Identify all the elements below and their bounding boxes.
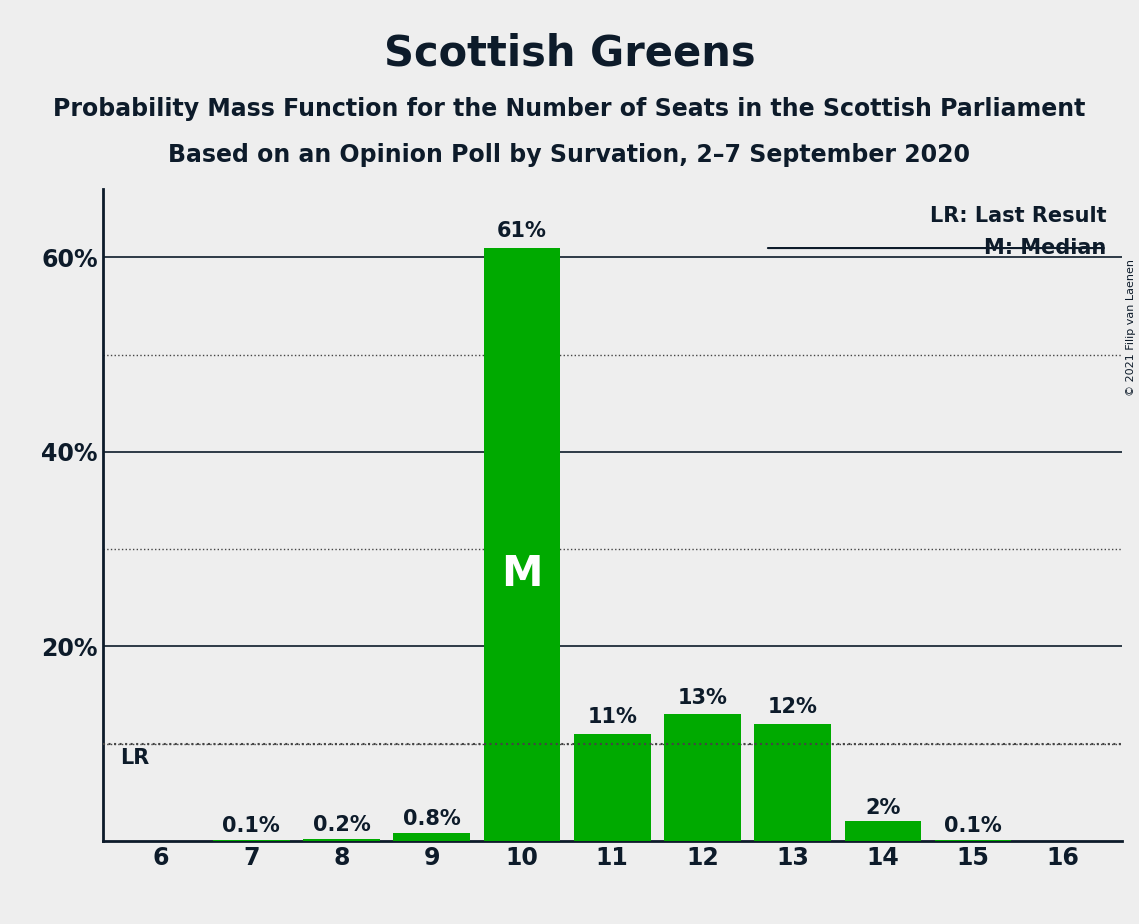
- Text: Based on an Opinion Poll by Survation, 2–7 September 2020: Based on an Opinion Poll by Survation, 2…: [169, 143, 970, 167]
- Text: 0.1%: 0.1%: [222, 816, 280, 836]
- Bar: [664, 714, 740, 841]
- Bar: [213, 840, 289, 841]
- Bar: [935, 840, 1011, 841]
- Text: Probability Mass Function for the Number of Seats in the Scottish Parliament: Probability Mass Function for the Number…: [54, 97, 1085, 121]
- Text: 61%: 61%: [497, 221, 547, 241]
- Bar: [303, 839, 380, 841]
- Text: 2%: 2%: [866, 797, 901, 818]
- Text: © 2021 Filip van Laenen: © 2021 Filip van Laenen: [1126, 259, 1136, 395]
- Text: LR: LR: [121, 748, 150, 769]
- Bar: [484, 248, 560, 841]
- Text: M: M: [501, 553, 543, 595]
- Text: 11%: 11%: [588, 707, 637, 727]
- Text: Scottish Greens: Scottish Greens: [384, 32, 755, 74]
- Text: 12%: 12%: [768, 698, 818, 717]
- Bar: [844, 821, 921, 841]
- Bar: [574, 734, 650, 841]
- Text: M: Median: M: Median: [984, 238, 1107, 258]
- Text: 0.8%: 0.8%: [403, 809, 460, 829]
- Text: 0.1%: 0.1%: [944, 816, 1002, 836]
- Text: 13%: 13%: [678, 687, 728, 708]
- Text: LR: Last Result: LR: Last Result: [931, 206, 1107, 225]
- Text: 0.2%: 0.2%: [313, 815, 370, 835]
- Bar: [393, 833, 470, 841]
- Bar: [754, 724, 831, 841]
